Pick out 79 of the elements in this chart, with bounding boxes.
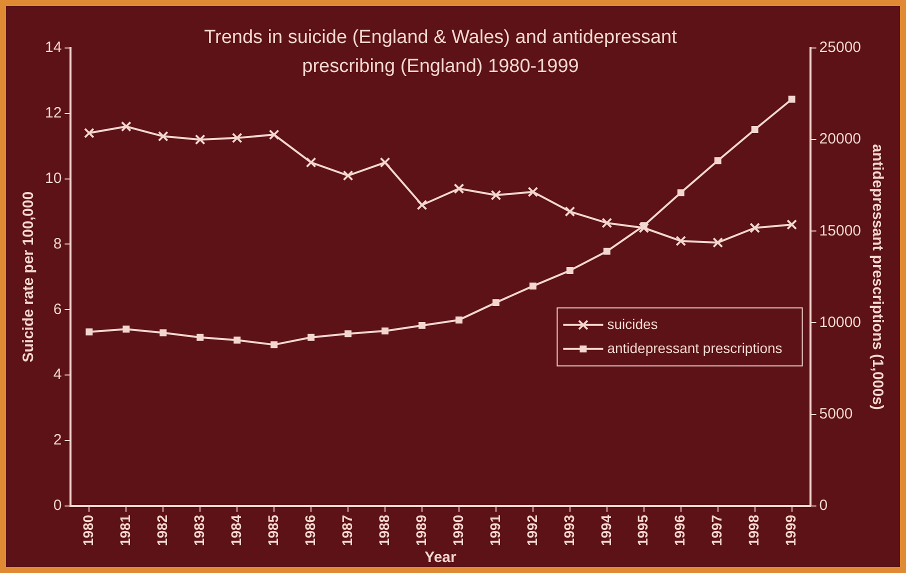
point (122, 326, 130, 333)
y-tick-label: 10 (44, 170, 62, 187)
y-tick-label: 6 (53, 300, 62, 318)
point (528, 186, 538, 198)
point (418, 322, 426, 329)
point (270, 341, 278, 348)
point (529, 282, 536, 290)
y-tick-label: 8 (53, 235, 62, 252)
legend-label: suicides (607, 316, 658, 332)
point (160, 329, 167, 336)
x-tick-label: 1988 (376, 514, 392, 546)
point (380, 157, 390, 168)
legend-label: antidepressant prescriptions (607, 340, 782, 356)
point (490, 190, 502, 200)
y-tick-label: 4 (53, 366, 62, 384)
point (566, 267, 574, 274)
point (786, 219, 798, 230)
chart-title: Trends in suicide (England & Wales) and antidepressant prescribing (England) 1980-1999 (204, 27, 678, 78)
point (234, 336, 241, 344)
point (788, 96, 796, 103)
point (638, 222, 650, 234)
x-tick-label: 1982 (154, 514, 170, 546)
x-tick-label: 1989 (412, 514, 429, 546)
y2-tick-label: 15000 (819, 222, 862, 240)
x-tick-label: 1987 (338, 514, 355, 546)
point (194, 134, 206, 145)
x-tick-label: 1983 (190, 514, 207, 546)
x-tick-label: 1996 (672, 514, 688, 546)
y-tick-label: 0 (53, 496, 62, 514)
point (306, 157, 316, 168)
point (602, 218, 612, 228)
point (120, 121, 132, 132)
y-tick-label: 12 (44, 104, 62, 122)
point (712, 237, 724, 248)
y2-axis-title: antidepressant prescriptions (1,000s) (868, 144, 886, 410)
y-tick-label: 2 (53, 432, 62, 449)
y-axis-title: Suicide rate per 100,000 (20, 191, 38, 362)
point (86, 328, 93, 336)
point (416, 200, 428, 210)
x-tick-label: 1991 (486, 514, 503, 546)
point (454, 183, 464, 194)
point (751, 126, 758, 133)
point (344, 330, 352, 338)
point (342, 170, 354, 181)
point (84, 128, 94, 138)
point (676, 236, 686, 246)
x-tick-label: 1999 (782, 514, 799, 546)
point (268, 129, 280, 140)
y-tick-label: 14 (44, 39, 62, 56)
x-tick-label: 1994 (598, 514, 614, 546)
y2-tick-label: 5000 (819, 405, 853, 422)
y2-tick-label: 10000 (819, 314, 862, 331)
x-tick-label: 1998 (746, 514, 762, 546)
point (603, 248, 610, 255)
x-tick-label: 1984 (228, 514, 244, 546)
x-tick-label: 1981 (117, 514, 134, 546)
x-tick-label: 1997 (708, 514, 725, 546)
x-axis-title: Year (424, 549, 456, 566)
point (492, 299, 500, 306)
point (196, 334, 204, 341)
x-tick-label: 1993 (560, 514, 577, 546)
point (232, 132, 242, 144)
point (714, 157, 722, 164)
x-tick-label: 1990 (450, 514, 466, 546)
point (677, 189, 684, 196)
x-tick-label: 1986 (302, 514, 318, 546)
point (456, 316, 462, 324)
y2-tick-label: 20000 (819, 130, 862, 148)
point (308, 334, 315, 341)
point (382, 327, 388, 334)
x-tick-label: 1992 (524, 514, 540, 546)
point (158, 131, 168, 142)
x-tick-label: 1980 (80, 514, 96, 546)
point (564, 206, 576, 217)
point (750, 222, 760, 234)
x-tick-label: 1985 (264, 514, 281, 546)
y2-tick-label: 0 (819, 496, 828, 514)
x-tick-label: 1995 (634, 514, 651, 546)
y2-tick-label: 25000 (819, 39, 862, 56)
